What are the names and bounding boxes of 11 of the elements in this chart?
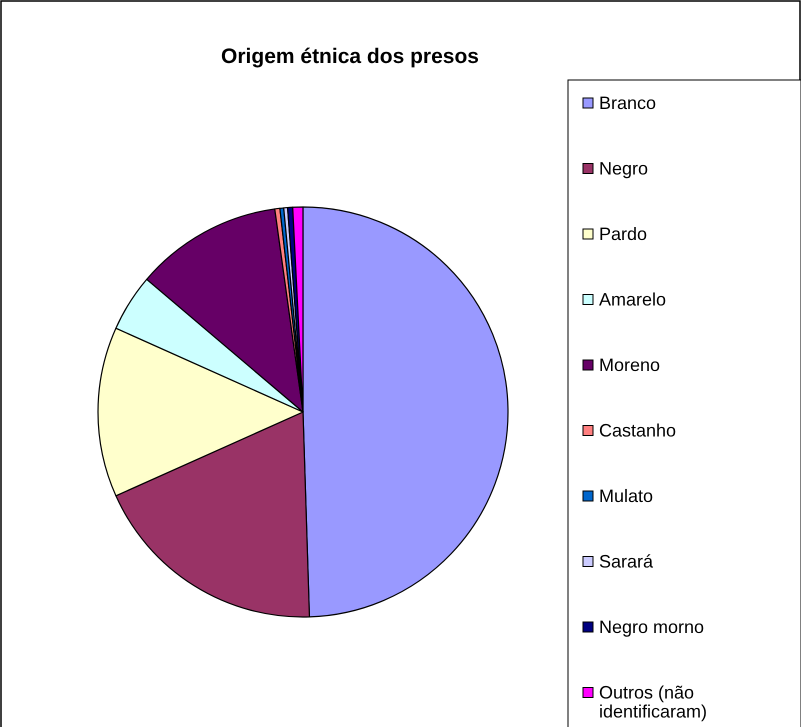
legend-label: Moreno: [599, 355, 660, 375]
legend-label: Castanho: [599, 420, 676, 440]
chart-title: Origem étnica dos presos: [221, 45, 479, 68]
legend-label: Negro: [599, 158, 648, 178]
legend-label: Mulato: [599, 486, 654, 506]
legend-label: Amarelo: [599, 290, 666, 310]
legend-label: Negro morno: [599, 617, 704, 637]
legend-label: Pardo: [599, 224, 648, 244]
legend-label: Outros (não identificaram): [599, 682, 708, 722]
legend-label: Branco: [599, 93, 656, 113]
legend-label: Sarará: [599, 552, 654, 572]
